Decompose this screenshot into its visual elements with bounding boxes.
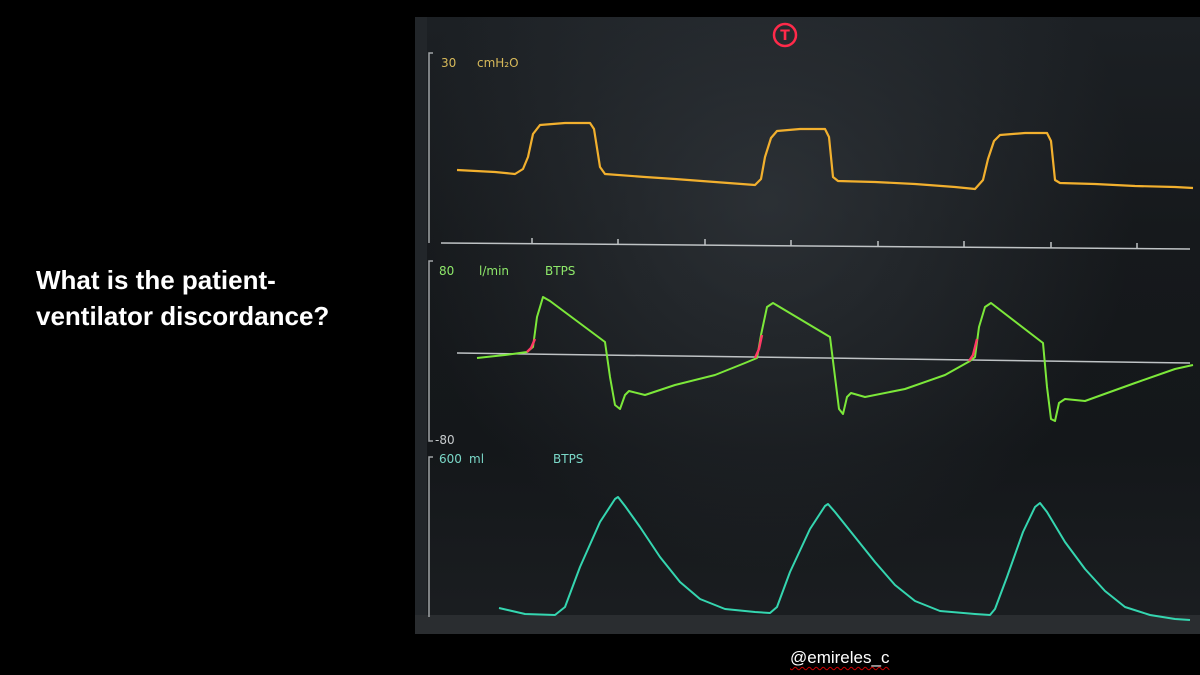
volume-panel: 600 ml BTPS	[428, 452, 1191, 621]
pressure-baseline	[440, 242, 1191, 250]
flow-condition: BTPS	[545, 264, 575, 278]
question-line-2: ventilator discordance?	[36, 301, 330, 331]
monitor-bezel	[415, 17, 427, 634]
pressure-unit: cmH₂O	[477, 56, 519, 70]
flow-waveform	[476, 296, 1194, 422]
flow-unit: l/min	[479, 264, 509, 278]
author-handle: @emireles_c	[790, 648, 890, 667]
alarm-symbol: T	[780, 28, 790, 44]
flow-scale-bottom: -80	[435, 433, 455, 447]
trigger-markers	[526, 334, 979, 362]
pressure-scale: 30	[441, 56, 456, 70]
question-line-1: What is the patient-	[36, 265, 276, 295]
question-text: What is the patient- ventilator discorda…	[36, 262, 396, 334]
pressure-panel: 30 cmH₂O	[428, 52, 1194, 250]
volume-condition: BTPS	[553, 452, 583, 466]
volume-scale: 600	[439, 452, 462, 466]
ventilator-monitor-photo: T 30 cmH₂O 80 l/m	[415, 17, 1200, 634]
pressure-waveform	[456, 121, 1194, 191]
flow-scale-top: 80	[439, 264, 454, 278]
monitor-bottom-bezel	[415, 615, 1200, 634]
pressure-ticks	[531, 238, 1138, 249]
flow-panel: 80 l/min BTPS -80	[428, 260, 1194, 447]
ventilator-waveforms: T 30 cmH₂O 80 l/m	[415, 17, 1200, 634]
volume-unit: ml	[469, 452, 484, 466]
flow-zero-line	[456, 352, 1191, 364]
volume-waveform	[498, 496, 1191, 621]
alarm-icon: T	[772, 22, 798, 48]
